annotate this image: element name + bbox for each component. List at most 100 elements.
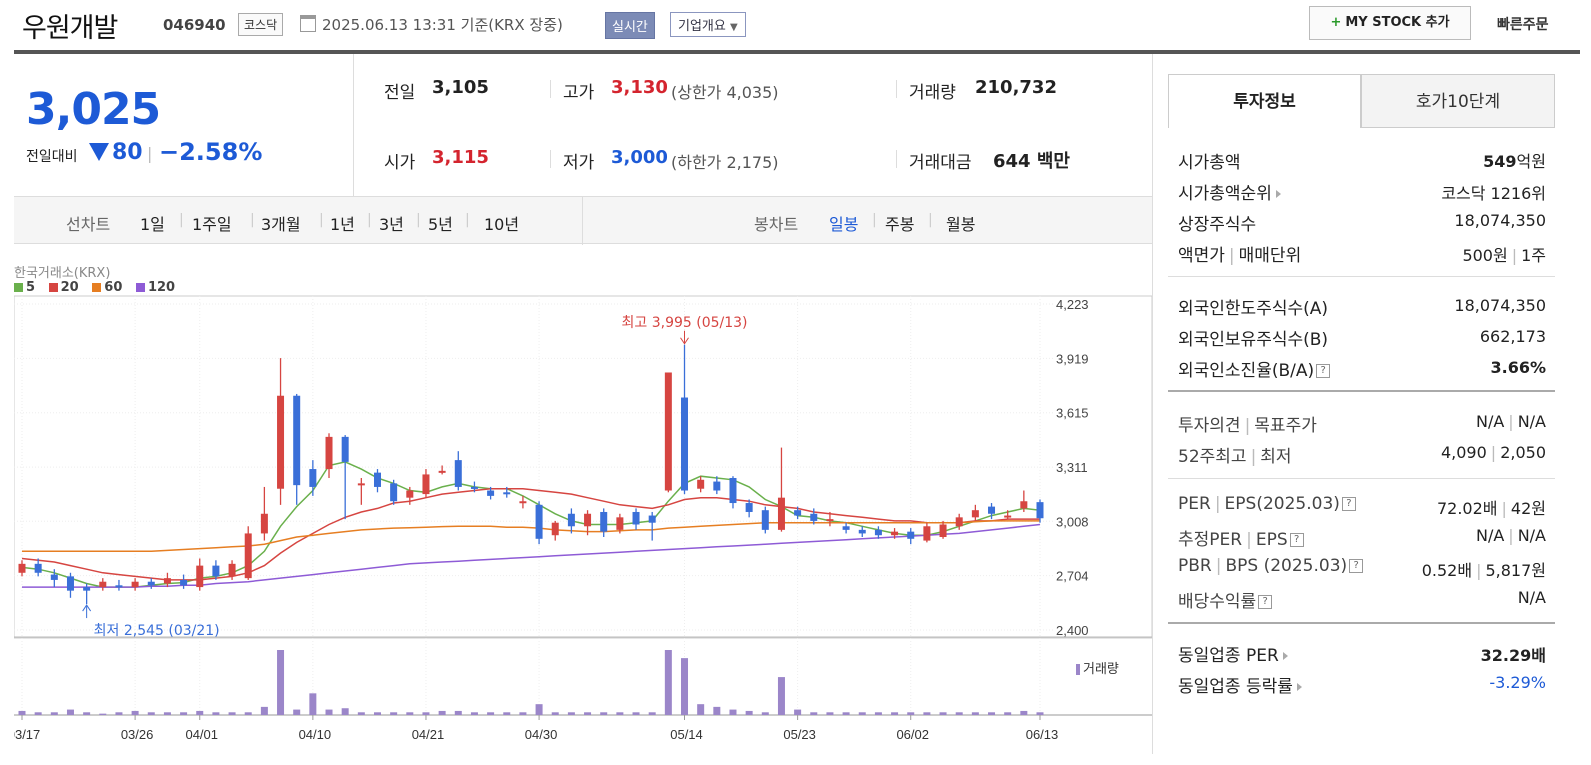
tab-invest-info[interactable]: 투자정보 (1168, 74, 1361, 128)
x-tick-label: 03/17 (14, 727, 40, 742)
candle-chart-label: 봉차트 (754, 215, 799, 234)
y-tick-label: 3,919 (1056, 351, 1089, 366)
volume-bar (487, 712, 495, 715)
period-bar-divider (582, 197, 583, 245)
realtime-button[interactable]: 실시간 (605, 12, 655, 39)
period-5y[interactable]: 5년 (428, 215, 453, 234)
volume-bar (390, 712, 398, 715)
sector-change-link[interactable]: 동일업종 등락률 (1178, 672, 1302, 697)
chevron-right-icon (1275, 190, 1281, 198)
cap-rank-link[interactable]: 시가총액순위 (1178, 179, 1281, 204)
volume-bar (357, 712, 365, 715)
candle-body (503, 492, 511, 495)
calendar-icon (300, 15, 316, 32)
volume-bar (163, 712, 171, 715)
period-10y[interactable]: 10년 (484, 215, 520, 234)
sector-per-link[interactable]: 동일업종 PER (1178, 641, 1288, 666)
ma120-line (22, 523, 1041, 588)
candles (18, 344, 1044, 605)
volume-bar (83, 712, 91, 715)
help-icon[interactable]: ? (1316, 364, 1331, 378)
foreign-limit-value: 18,074,350 (1454, 296, 1546, 315)
candle-body (616, 517, 624, 530)
price-chart[interactable]: 4,223 3,919 3,615 3,311 3,008 2,704 2,400 03/1… (14, 260, 1152, 760)
candle-body (422, 474, 430, 495)
per-eps-label: PER | EPS(2025.03)? (1178, 494, 1356, 514)
add-mystock-button[interactable]: + MY STOCK 추가 (1309, 6, 1471, 40)
candle-body (810, 513, 818, 521)
ma5-swatch (14, 283, 23, 292)
help-icon[interactable]: ? (1258, 595, 1273, 609)
period-1w[interactable]: 1주일 (192, 215, 232, 234)
tab-orderbook[interactable]: 호가10단계 (1361, 74, 1555, 128)
volume-legend: 거래량 (1076, 658, 1119, 677)
ma120-label: 120 (147, 280, 176, 295)
ma20-line (21, 487, 1040, 581)
volume-bar (810, 712, 818, 715)
candle-body (325, 436, 333, 470)
help-icon[interactable]: ? (1341, 497, 1356, 511)
eps-value: 42원 (1510, 499, 1546, 518)
period-separator: | (179, 212, 184, 228)
plus-icon: + (1330, 15, 1342, 30)
candle-weekly[interactable]: 주봉 (885, 215, 915, 234)
chart-annotations: 최고 3,995 (05/13) 최저 2,545 (03/21) (82, 315, 748, 639)
candle-body (454, 460, 462, 487)
candle-monthly[interactable]: 월봉 (946, 215, 976, 234)
eps-label: EPS(2025.03) (1224, 494, 1340, 514)
volume-bar (422, 712, 430, 715)
quote-divider (550, 80, 551, 98)
period-1y[interactable]: 1년 (330, 215, 355, 234)
ma60-line (22, 520, 1040, 553)
candle-body (794, 510, 802, 516)
dividend-value: N/A (1517, 588, 1546, 607)
candle-body (470, 486, 478, 489)
volume-bar (551, 712, 559, 715)
header-divider (14, 50, 1580, 54)
volume-bar (891, 712, 899, 715)
prev-close-label: 전일 (384, 83, 416, 103)
period-bar: 선차트 1일 | 1주일 | 3개월 | 1년 | 3년 | 5년 | 10년 … (14, 196, 1152, 245)
w52-value: 4,090 | 2,050 (1380, 443, 1546, 462)
volume-bar (325, 709, 333, 715)
help-icon[interactable]: ? (1349, 559, 1364, 573)
pbr-label: PBR (1178, 556, 1212, 576)
volume-bar (567, 712, 575, 715)
volume-bar (939, 712, 947, 715)
candle-body (406, 490, 414, 498)
opinion-target-label: 투자의견 | 목표주가 (1178, 411, 1317, 436)
volume-bar (697, 704, 705, 715)
quick-order-link[interactable]: 빠른주문 (1497, 17, 1549, 33)
chart-grid (14, 295, 1152, 720)
volume-bar (907, 712, 915, 715)
period-3m[interactable]: 3개월 (261, 215, 301, 234)
ma5-label: 5 (26, 280, 36, 295)
volume-bar (34, 712, 42, 715)
volume-bar (228, 712, 236, 715)
stock-code: 046940 (163, 16, 226, 34)
pbr-bps-label: PBR | BPS (2025.03)? (1178, 556, 1364, 576)
volume-bar (761, 712, 769, 715)
volume-bar (470, 712, 478, 715)
volume-bar (988, 712, 996, 715)
est-per-number: N/A (1475, 526, 1505, 545)
separator: | (1511, 246, 1518, 265)
upper-limit: (상한가 4,035) (671, 83, 779, 102)
candle-body (390, 483, 398, 502)
line-chart-label: 선차트 (66, 215, 111, 234)
candle-daily[interactable]: 일봉 (829, 215, 859, 234)
corp-info-dropdown[interactable]: 기업개요 ▼ (670, 12, 746, 37)
candle-body (600, 511, 608, 532)
period-3y[interactable]: 3년 (379, 215, 404, 234)
period-1d[interactable]: 1일 (140, 215, 165, 234)
candle-body (277, 395, 285, 489)
candle-body (83, 587, 91, 591)
par-trade-unit-value: 500원 | 1주 (1380, 242, 1546, 266)
help-icon[interactable]: ? (1289, 533, 1304, 547)
section-divider (1168, 390, 1555, 392)
low-label: 저가 (563, 153, 595, 173)
candle-body (228, 563, 236, 577)
sector-per-label: 동일업종 PER (1178, 646, 1279, 666)
x-tick-label: 04/01 (185, 727, 218, 742)
par-label: 액면가 (1178, 246, 1225, 266)
